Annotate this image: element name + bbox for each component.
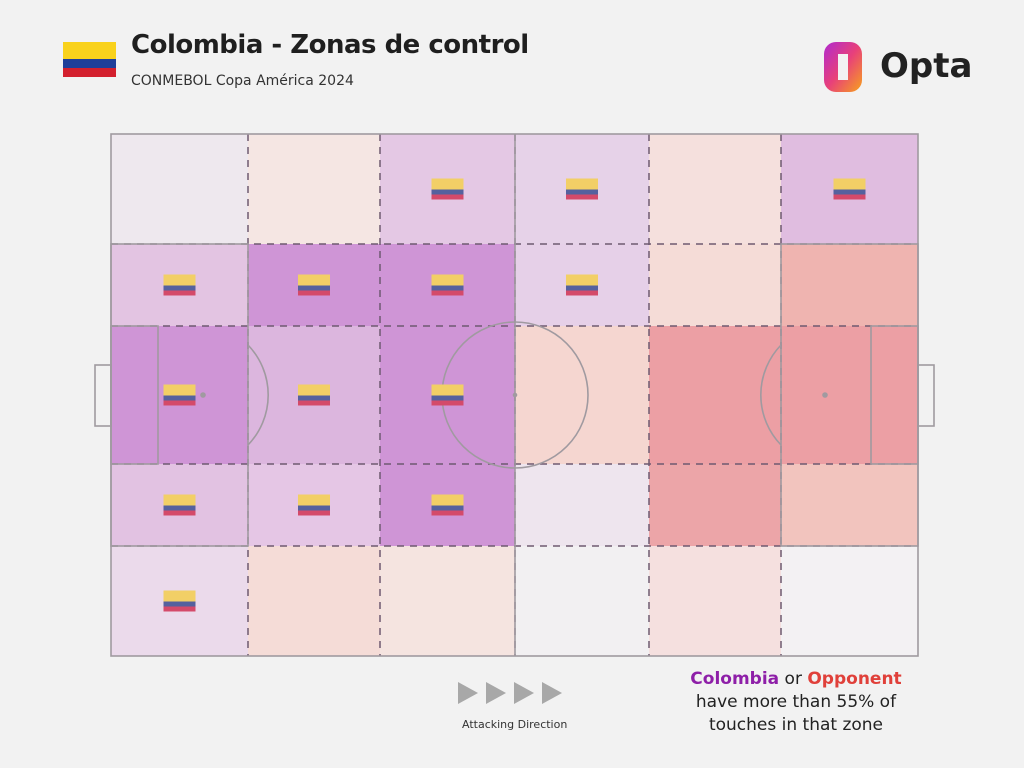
right-penalty-spot	[822, 392, 828, 398]
legend-opponent: Opponent	[807, 669, 902, 689]
colombia-flag-icon	[298, 384, 330, 406]
zone-cell	[248, 134, 380, 244]
legend: Colombia or Opponent have more than 55% …	[680, 668, 912, 737]
zone-cell	[515, 326, 649, 464]
colombia-flag-icon	[163, 494, 196, 516]
page-subtitle: CONMEBOL Copa América 2024	[131, 73, 354, 89]
colombia-flag-icon	[163, 590, 196, 612]
colombia-flag-icon	[298, 494, 330, 516]
zone-cell	[111, 134, 248, 244]
legend-line-3: touches in that zone	[708, 715, 884, 735]
zone-cell	[649, 546, 781, 656]
colombia-flag-icon	[298, 274, 330, 296]
opta-brand: Opta	[880, 46, 973, 86]
opta-logo-icon	[824, 42, 862, 92]
colombia-flag-icon	[163, 384, 196, 406]
colombia-flag-icon	[163, 274, 196, 296]
arrow-right-icon	[514, 682, 534, 704]
center-spot	[512, 392, 518, 398]
legend-colombia: Colombia	[690, 669, 780, 689]
zone-cell	[781, 464, 918, 546]
zone-cell	[649, 326, 781, 464]
attacking-direction-label: Attacking Direction	[462, 718, 568, 731]
right-penalty-arc	[760, 344, 782, 446]
zone-cell	[248, 546, 380, 656]
colombia-flag-icon	[566, 274, 598, 296]
arrow-right-icon	[486, 682, 506, 704]
zone-cell	[649, 244, 781, 326]
page-title: Colombia - Zonas de control	[131, 30, 529, 60]
left-penalty-arc	[247, 344, 269, 446]
colombia-flag-icon	[63, 42, 116, 77]
attacking-direction-arrows	[458, 682, 562, 704]
zone-cell	[781, 546, 918, 656]
legend-or: or	[779, 669, 808, 689]
arrow-right-icon	[542, 682, 562, 704]
arrow-right-icon	[458, 682, 478, 704]
colombia-flag-icon	[431, 384, 464, 406]
zone-cell	[515, 464, 649, 546]
zone-cell	[649, 134, 781, 244]
colombia-flag-icon	[431, 494, 464, 516]
colombia-flag-icon	[431, 274, 464, 296]
zone-cell	[515, 546, 649, 656]
left-penalty-spot	[200, 392, 206, 398]
right-goal	[917, 364, 935, 427]
zone-cell	[781, 244, 918, 326]
colombia-flag-icon	[431, 178, 464, 200]
legend-line-2: have more than 55% of	[695, 692, 897, 712]
zone-cell	[781, 326, 918, 464]
colombia-flag-icon	[566, 178, 598, 200]
left-goal	[94, 364, 112, 427]
zone-cell	[380, 546, 515, 656]
zone-cell	[649, 464, 781, 546]
colombia-flag-icon	[833, 178, 866, 200]
